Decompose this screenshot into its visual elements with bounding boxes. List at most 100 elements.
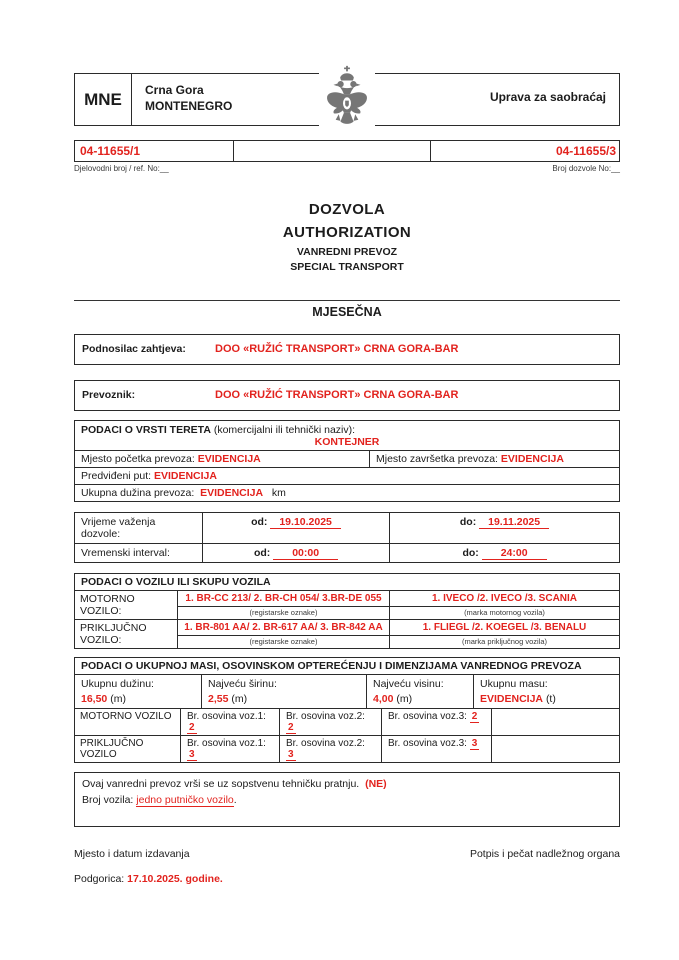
motor-axle3-value: 2 bbox=[469, 711, 480, 724]
ref-number: 04-11655/1 bbox=[75, 141, 234, 161]
ref-number-caption: Djelovodni broj / ref. No:__ bbox=[74, 164, 169, 173]
issue-place-date-label: Mjesto i datum izdavanja bbox=[74, 848, 190, 861]
document-content: MNE Crna Gora MONTENEGRO Uprava za saobr… bbox=[74, 0, 620, 885]
cargo-heading: PODACI O VRSTI TERETA bbox=[81, 423, 211, 436]
trailer-axle1-value: 3 bbox=[187, 749, 197, 762]
motor-axle2-label: Br. osovina voz.2: bbox=[286, 711, 365, 723]
motor-axle2-value: 2 bbox=[286, 722, 296, 735]
cargo-route-endpoints-row: Mjesto početka prevoza: EVIDENCIJA Mjest… bbox=[75, 449, 619, 467]
motor-axles-row: MOTORNO VOZILO Br. osovina voz.1: 2 Br. … bbox=[75, 708, 619, 736]
permit-number: 04-11655/3 bbox=[555, 144, 616, 158]
interval-from-time: 00:00 bbox=[273, 546, 339, 560]
vehicles-section: PODACI O VOZILU ILI SKUPU VOZILA MOTORNO… bbox=[74, 572, 620, 649]
reference-number-row: 04-11655/1 04-11655/3 bbox=[74, 140, 620, 162]
country-name-en: MONTENEGRO bbox=[145, 98, 233, 113]
cargo-distance-label: Ukupna dužina prevoza: bbox=[81, 486, 195, 499]
trailer-vehicle-makes-caption: (marka priključnog vozila) bbox=[461, 636, 548, 646]
carrier-box: Prevoznik: DOO «RUŽIĆ TRANSPORT» CRNA GO… bbox=[74, 379, 620, 411]
escort-vehicles-line: Broj vozila: jedno putničko vozilo. bbox=[82, 793, 612, 809]
mass-dimensions-section: PODACI O UKUPNOJ MASI, OSOVINSKOM OPTERE… bbox=[74, 656, 620, 764]
signature-stamp-label: Potpis i pečat nadležnog organa bbox=[469, 848, 620, 861]
trailer-vehicle-row: PRIKLJUČNO VOZILO: 1. BR-801 AA/ 2. BR-6… bbox=[75, 618, 619, 648]
title-divider bbox=[74, 299, 620, 301]
issue-date: 17.10.2025. godine. bbox=[127, 873, 223, 886]
motor-vehicle-plates-caption: (registarske oznake) bbox=[249, 607, 318, 617]
valid-to-date: 19.11.2025 bbox=[479, 515, 550, 529]
country-name-block: Crna Gora MONTENEGRO bbox=[132, 74, 232, 125]
validity-dates-row: Vrijeme važenja dozvole: od: 19.10.2025 … bbox=[75, 512, 619, 543]
cargo-start-label: Mjesto početka prevoza: bbox=[81, 452, 195, 465]
applicant-value: DOO «RUŽIĆ TRANSPORT» CRNA GORA-BAR bbox=[215, 343, 459, 356]
total-length-value: 16,50 bbox=[81, 692, 108, 705]
trailer-axle3-label: Br. osovina voz.3: bbox=[388, 738, 467, 750]
issue-place: Podgorica: bbox=[74, 873, 125, 886]
carrier-label: Prevoznik: bbox=[82, 389, 136, 402]
document-header: MNE Crna Gora MONTENEGRO Uprava za saobr… bbox=[74, 65, 620, 127]
trailer-axle1-label: Br. osovina voz.1: bbox=[187, 738, 266, 750]
interval-label: Vremenski interval: bbox=[75, 543, 203, 562]
escort-statement-value: (NE) bbox=[365, 778, 387, 791]
max-height-value: 4,00 bbox=[373, 692, 394, 705]
total-length-unit: (m) bbox=[110, 692, 126, 705]
cargo-name: KONTEJNER bbox=[314, 435, 380, 448]
valid-from-date: 19.10.2025 bbox=[270, 515, 341, 529]
trailer-vehicle-plates: 1. BR-801 AA/ 2. BR-617 AA/ 3. BR-842 AA bbox=[178, 620, 389, 636]
motor-axle1-value: 2 bbox=[187, 722, 197, 735]
motor-axles-label: MOTORNO VOZILO bbox=[75, 709, 181, 736]
title-local: DOZVOLA bbox=[308, 201, 386, 218]
escort-statement: Ovaj vanredni prevoz vrši se uz sopstven… bbox=[82, 778, 360, 791]
reference-captions: Djelovodni broj / ref. No:__ Broj dozvol… bbox=[74, 164, 620, 173]
montenegro-coat-of-arms-icon bbox=[319, 65, 375, 127]
total-mass-unit: (t) bbox=[545, 692, 556, 705]
trailer-vehicle-plates-caption: (registarske oznake) bbox=[249, 636, 318, 646]
motor-vehicle-makes: 1. IVECO /2. IVECO /3. SCANIA bbox=[390, 591, 619, 607]
issuing-authority: Uprava za saobraćaj bbox=[489, 90, 606, 104]
validity-label: Vrijeme važenja dozvole: bbox=[75, 512, 203, 543]
trailer-axle2-value: 3 bbox=[286, 749, 296, 762]
total-mass-label: Ukupnu masu: bbox=[480, 677, 548, 690]
cargo-section: PODACI O VRSTI TERETA (komercijalni ili … bbox=[74, 419, 620, 502]
applicant-box: Podnosilac zahtjeva: DOO «RUŽIĆ TRANSPOR… bbox=[74, 333, 620, 365]
cargo-heading-note: (komercijalni ili tehnički naziv): bbox=[213, 423, 356, 436]
document-title: DOZVOLA AUTHORIZATION VANREDNI PREVOZ SP… bbox=[74, 198, 620, 275]
motor-axles-empty-cell bbox=[492, 709, 619, 735]
motor-axle1-label: Br. osovina voz.1: bbox=[187, 711, 266, 723]
total-length-label: Ukupnu dužinu: bbox=[81, 677, 154, 690]
max-height-unit: (m) bbox=[396, 692, 413, 705]
trailer-axle2-label: Br. osovina voz.2: bbox=[286, 738, 365, 750]
cargo-distance-value: EVIDENCIJA bbox=[200, 486, 264, 499]
trailer-axles-label: PRIKLJUČNO VOZILO bbox=[75, 736, 181, 763]
cargo-route-label: Predviđeni put: bbox=[81, 469, 152, 482]
subtitle-en: SPECIAL TRANSPORT bbox=[290, 260, 404, 273]
trailer-vehicle-label: PRIKLJUČNO VOZILO: bbox=[75, 619, 178, 648]
validity-section: Vrijeme važenja dozvole: od: 19.10.2025 … bbox=[74, 511, 620, 563]
escort-section: Ovaj vanredni prevoz vrši se uz sopstven… bbox=[74, 772, 620, 828]
vehicles-heading: PODACI O VOZILU ILI SKUPU VOZILA bbox=[81, 575, 271, 588]
max-height-label: Najveću visinu: bbox=[373, 677, 444, 690]
mass-dimensions-heading: PODACI O UKUPNOJ MASI, OSOVINSKOM OPTERE… bbox=[81, 659, 582, 672]
total-mass-value: EVIDENCIJA bbox=[480, 692, 544, 705]
cargo-distance-unit: km bbox=[271, 486, 286, 499]
country-name-local: Crna Gora bbox=[145, 83, 204, 97]
motor-axle3-label: Br. osovina voz.3: bbox=[388, 711, 467, 723]
cargo-end-value: EVIDENCIJA bbox=[500, 452, 564, 465]
applicant-label: Podnosilac zahtjeva: bbox=[82, 343, 186, 356]
dimensions-row: Ukupnu dužinu: 16,50 (m) Najveću širinu:… bbox=[75, 673, 619, 709]
subtitle-local: VANREDNI PREVOZ bbox=[296, 245, 398, 258]
motor-vehicle-plates: 1. BR-CC 213/ 2. BR-CH 054/ 3.BR-DE 055 bbox=[178, 591, 389, 607]
cargo-route-row: Predviđeni put: EVIDENCIJA bbox=[75, 466, 619, 484]
cargo-route-value: EVIDENCIJA bbox=[153, 469, 217, 482]
trailer-axles-empty-cell bbox=[492, 736, 619, 762]
cargo-heading-row: PODACI O VRSTI TERETA (komercijalni ili … bbox=[75, 421, 619, 450]
motor-vehicle-makes-caption: (marka motornog vozila) bbox=[464, 607, 545, 617]
ref-empty-cell bbox=[234, 141, 431, 161]
cargo-start-value: EVIDENCIJA bbox=[197, 452, 261, 465]
motor-vehicle-row: MOTORNO VOZILO: 1. BR-CC 213/ 2. BR-CH 0… bbox=[75, 589, 619, 619]
footer-labels: Mjesto i datum izdavanja Potpis i pečat … bbox=[74, 848, 620, 860]
motor-vehicle-label: MOTORNO VOZILO: bbox=[75, 590, 178, 619]
from-label: od: bbox=[251, 515, 268, 528]
escort-statement-line: Ovaj vanredni prevoz vrši se uz sopstven… bbox=[82, 777, 612, 793]
cargo-end-label: Mjesto završetka prevoza: bbox=[376, 452, 498, 465]
validity-interval-row: Vremenski interval: od: 00:00 do: 24:00 bbox=[75, 542, 619, 562]
